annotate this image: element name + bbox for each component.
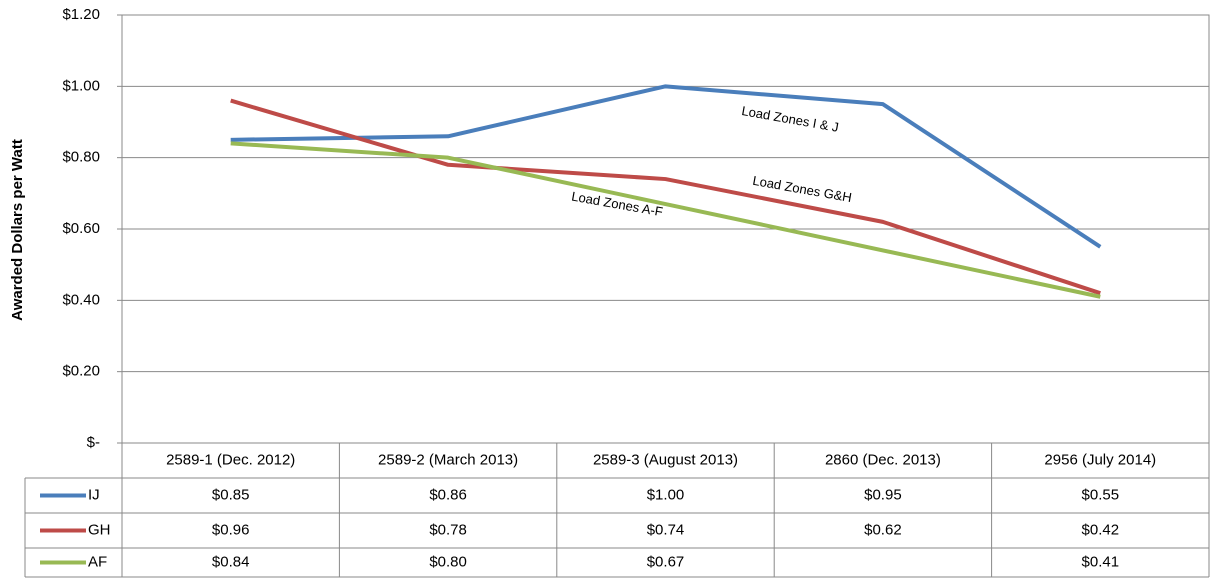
data-label: $0.55 [1082, 486, 1120, 503]
data-label: $0.86 [429, 486, 467, 503]
x-tick-label: 2589-2 (March 2013) [378, 451, 518, 468]
data-label: $0.80 [429, 553, 467, 570]
data-label: $0.85 [212, 486, 250, 503]
y-tick-label: $- [87, 434, 100, 451]
data-label: $0.96 [212, 521, 250, 538]
series-line [230, 98, 1101, 296]
data-label: $0.84 [212, 553, 250, 570]
series-line [230, 84, 1102, 249]
series-line [230, 141, 1101, 299]
y-tick-label: $1.20 [62, 6, 100, 23]
data-label: $0.67 [647, 553, 685, 570]
legend-label: AF [88, 553, 107, 570]
y-tick-label: $0.20 [62, 363, 100, 380]
data-label: $0.42 [1082, 521, 1120, 538]
y-axis-title: Awarded Dollars per Watt [9, 139, 26, 321]
data-label: $0.62 [864, 521, 902, 538]
data-label: $0.74 [647, 521, 685, 538]
y-tick-label: $0.40 [62, 291, 100, 308]
legend-label: GH [88, 521, 111, 538]
data-label: $1.00 [647, 486, 685, 503]
y-tick-label: $1.00 [62, 77, 100, 94]
data-label: $0.95 [864, 486, 902, 503]
y-tick-label: $0.60 [62, 220, 100, 237]
x-tick-label: 2860 (Dec. 2013) [825, 451, 941, 468]
x-tick-label: 2589-3 (August 2013) [593, 451, 738, 468]
annotation: Load Zones I & J [740, 103, 839, 135]
legend-label: IJ [88, 486, 100, 503]
x-tick-label: 2589-1 (Dec. 2012) [166, 451, 295, 468]
data-label: $0.41 [1082, 553, 1120, 570]
data-label: $0.78 [429, 521, 467, 538]
x-tick-label: 2956 (July 2014) [1044, 451, 1156, 468]
y-tick-label: $0.80 [62, 149, 100, 166]
